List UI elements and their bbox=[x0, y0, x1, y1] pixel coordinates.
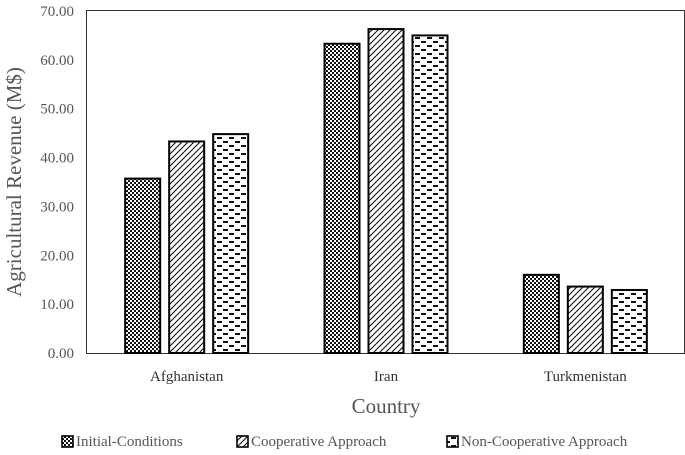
bar bbox=[212, 133, 250, 354]
legend-label: Initial-Conditions bbox=[76, 434, 183, 450]
bar bbox=[610, 288, 648, 354]
legend-swatch bbox=[61, 435, 74, 448]
y-tick-label: 40.00 bbox=[40, 151, 74, 167]
x-tick-label: Afghanistan bbox=[150, 369, 224, 385]
y-tick-label: 10.00 bbox=[40, 297, 74, 313]
y-tick-label: 0.00 bbox=[48, 346, 74, 362]
bar bbox=[124, 177, 162, 354]
x-axis-title: Country bbox=[352, 394, 421, 418]
bars-group bbox=[124, 28, 648, 355]
bar bbox=[367, 28, 405, 354]
y-tick-label: 60.00 bbox=[40, 53, 74, 69]
legend-swatch bbox=[446, 435, 459, 448]
y-tick-label: 70.00 bbox=[40, 4, 74, 20]
bar bbox=[566, 285, 604, 355]
legend-label: Cooperative Approach bbox=[251, 434, 387, 450]
bar bbox=[323, 42, 361, 355]
bar bbox=[168, 140, 206, 354]
x-tick-label: Turkmenistan bbox=[544, 369, 627, 385]
y-tick-label: 30.00 bbox=[40, 199, 74, 215]
x-axis-labels: Afghanistan Iran Turkmenistan bbox=[150, 369, 627, 385]
y-tick-label: 50.00 bbox=[40, 102, 74, 118]
y-tick-label: 20.00 bbox=[40, 248, 74, 264]
bar bbox=[522, 273, 560, 355]
y-axis-title: Agricultural Revenue (M$) bbox=[2, 67, 26, 297]
y-axis-ticks: 0.00 10.00 20.00 30.00 40.00 50.00 60.00 70.00 bbox=[40, 4, 74, 362]
legend: Initial-Conditions Cooperative Approach No… bbox=[61, 434, 628, 450]
bar bbox=[411, 34, 449, 355]
legend-label: Non-Cooperative Approach bbox=[461, 434, 628, 450]
x-tick-label: Iran bbox=[374, 369, 399, 385]
legend-swatch bbox=[236, 435, 249, 448]
